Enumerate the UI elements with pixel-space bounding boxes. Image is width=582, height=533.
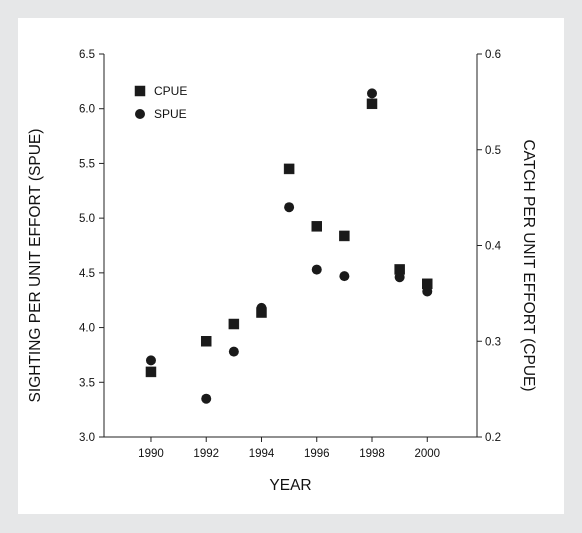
left-y-tick-label: 4.5 bbox=[79, 268, 95, 280]
left-y-tick-label: 3.0 bbox=[79, 432, 95, 444]
spue-point bbox=[201, 393, 212, 404]
right-y-tick-label: 0.5 bbox=[485, 145, 501, 157]
cpue-point bbox=[283, 163, 295, 175]
chart-panel bbox=[18, 18, 564, 514]
spue-point bbox=[339, 271, 350, 282]
legend: CPUE SPUE bbox=[134, 84, 187, 121]
spue-point bbox=[394, 272, 405, 283]
ticks: 1990 1992 1994 1996 1998 2000 3.0 3.5 4.0 4.5 5.0 5… bbox=[79, 49, 502, 460]
legend-spue-label: SPUE bbox=[154, 107, 187, 121]
spue-point bbox=[311, 264, 322, 275]
data-points bbox=[145, 88, 433, 404]
right-y-tick-label: 0.4 bbox=[485, 241, 502, 253]
x-axis-title: YEAR bbox=[269, 477, 311, 494]
spue-point bbox=[145, 355, 156, 366]
spue-point bbox=[284, 202, 295, 213]
x-tick-label: 1990 bbox=[138, 448, 164, 460]
left-y-axis-title: SIGHTING PER UNIT EFFORT (SPUE) bbox=[27, 129, 44, 403]
legend-cpue-label: CPUE bbox=[154, 84, 187, 98]
left-y-tick-label: 3.5 bbox=[79, 377, 95, 389]
right-y-tick-label: 0.6 bbox=[485, 49, 501, 61]
spue-point bbox=[256, 302, 267, 313]
left-y-tick-label: 5.5 bbox=[79, 158, 95, 170]
x-tick-label: 2000 bbox=[414, 448, 440, 460]
left-y-tick-label: 5.0 bbox=[79, 213, 95, 225]
cpue-point bbox=[311, 221, 322, 232]
right-y-tick-label: 0.3 bbox=[485, 336, 501, 348]
legend-spue-marker bbox=[135, 109, 145, 119]
right-y-tick-label: 0.2 bbox=[485, 432, 501, 444]
spue-point bbox=[422, 286, 433, 297]
left-y-tick-label: 4.0 bbox=[79, 323, 95, 335]
left-y-tick-label: 6.0 bbox=[79, 104, 95, 116]
spue-point bbox=[228, 346, 239, 357]
spue-point bbox=[367, 88, 378, 99]
x-tick-label: 1992 bbox=[193, 448, 219, 460]
right-y-axis-title: CATCH PER UNIT EFFORT (CPUE) bbox=[520, 139, 537, 391]
cpue-point bbox=[339, 230, 350, 242]
cpue-point bbox=[145, 366, 157, 378]
cpue-point bbox=[200, 336, 212, 347]
x-tick-label: 1996 bbox=[304, 448, 330, 460]
x-tick-label: 1998 bbox=[359, 448, 385, 460]
cpue-point bbox=[228, 318, 240, 330]
left-y-tick-label: 6.5 bbox=[79, 49, 95, 61]
x-tick-label: 1994 bbox=[249, 448, 275, 460]
cpue-point bbox=[366, 98, 378, 110]
legend-cpue-marker bbox=[134, 85, 146, 97]
